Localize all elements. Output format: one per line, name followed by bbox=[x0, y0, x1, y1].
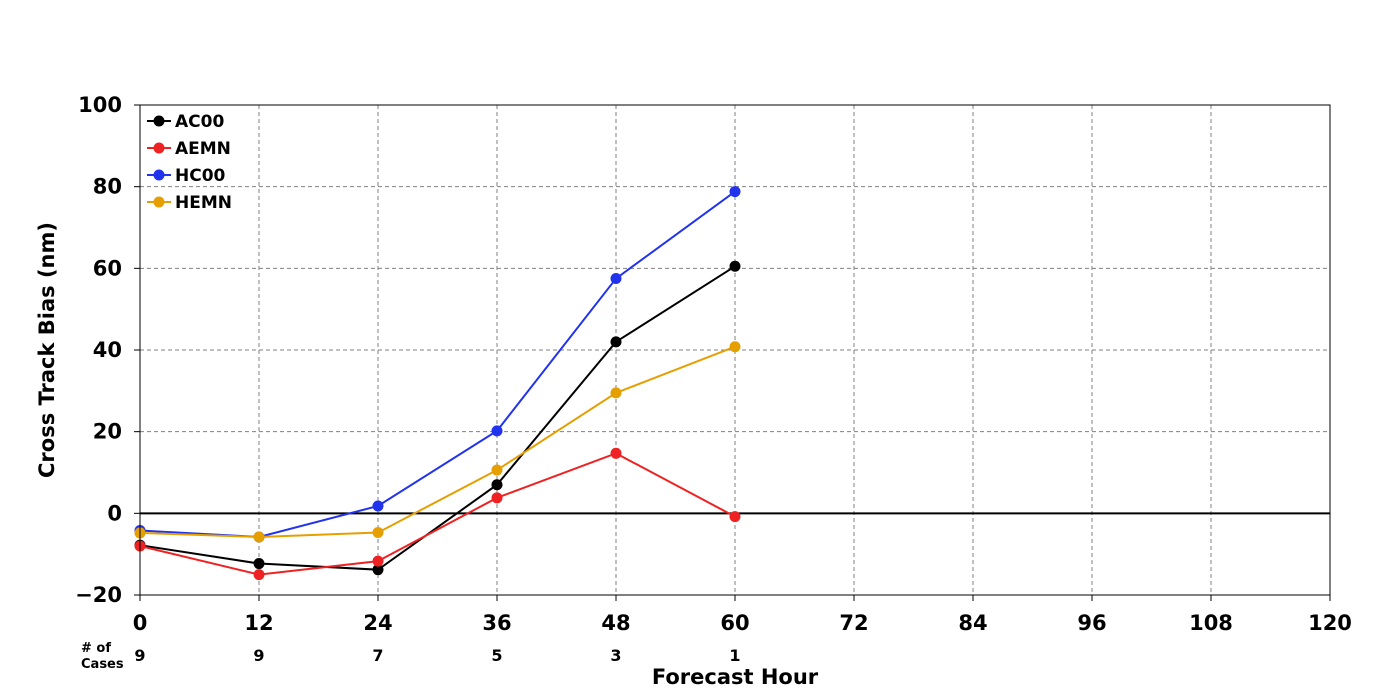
legend-label: AC00 bbox=[175, 112, 224, 132]
point-aemn-12 bbox=[253, 569, 265, 581]
cases-row: # of Cases 9 9 7 5 3 1 bbox=[81, 641, 741, 672]
y-ticks: −20 0 20 40 60 80 100 bbox=[75, 93, 140, 607]
point-hemn-12 bbox=[253, 531, 265, 543]
series-line-aemn bbox=[139, 452, 736, 576]
series-line-hemn bbox=[139, 345, 736, 539]
x-tick-label-48: 48 bbox=[601, 611, 630, 635]
cases-value-0: 9 bbox=[134, 646, 145, 665]
y-tick-label-40: 40 bbox=[93, 338, 122, 362]
y-tick-label--20: −20 bbox=[75, 583, 122, 607]
point-ac00-36 bbox=[491, 479, 503, 491]
point-aemn-24 bbox=[372, 555, 384, 567]
x-tick-label-24: 24 bbox=[363, 611, 392, 635]
x-tick-label-72: 72 bbox=[839, 611, 868, 635]
point-aemn-60 bbox=[729, 511, 741, 523]
series-line-ac00 bbox=[139, 265, 736, 571]
cases-label-line2: Cases bbox=[81, 657, 124, 672]
point-aemn-36 bbox=[491, 492, 503, 504]
y-tick-label-0: 0 bbox=[107, 501, 122, 525]
y-axis-label: Cross Track Bias (nm) bbox=[35, 222, 59, 478]
point-hemn-60 bbox=[729, 341, 741, 353]
legend-marker bbox=[153, 142, 165, 154]
x-ticks: 0 12 24 36 48 60 72 84 96 108 120 bbox=[133, 595, 1352, 635]
cases-value-36: 5 bbox=[491, 646, 502, 665]
point-hc00-60 bbox=[729, 186, 741, 198]
x-tick-label-36: 36 bbox=[482, 611, 511, 635]
point-hc00-48 bbox=[610, 273, 622, 285]
x-tick-label-108: 108 bbox=[1189, 611, 1233, 635]
cases-value-60: 1 bbox=[729, 646, 740, 665]
legend-marker bbox=[153, 115, 165, 127]
point-hc00-36 bbox=[491, 425, 503, 437]
y-tick-label-60: 60 bbox=[93, 256, 122, 280]
series-hemn bbox=[134, 341, 741, 543]
legend-marker bbox=[153, 196, 165, 208]
point-hemn-48 bbox=[610, 387, 622, 399]
legend-entry-ac00: AC00 bbox=[147, 112, 224, 132]
series-ac00 bbox=[134, 260, 741, 576]
series-line-hc00 bbox=[139, 190, 736, 539]
x-tick-label-60: 60 bbox=[720, 611, 749, 635]
legend-label: HEMN bbox=[175, 193, 232, 213]
point-hc00-24 bbox=[372, 500, 384, 512]
cases-label-line1: # of bbox=[81, 641, 111, 656]
series-layer bbox=[134, 186, 741, 581]
legend-entry-aemn: AEMN bbox=[147, 139, 231, 159]
x-tick-label-0: 0 bbox=[133, 611, 148, 635]
x-tick-label-96: 96 bbox=[1077, 611, 1106, 635]
x-tick-label-120: 120 bbox=[1308, 611, 1352, 635]
point-hemn-24 bbox=[372, 527, 384, 539]
y-tick-label-100: 100 bbox=[78, 93, 122, 117]
point-ac00-48 bbox=[610, 336, 622, 348]
cases-value-12: 9 bbox=[253, 646, 264, 665]
legend-label: AEMN bbox=[175, 139, 231, 159]
point-aemn-48 bbox=[610, 447, 622, 459]
series-hc00 bbox=[134, 186, 741, 543]
legend-marker bbox=[153, 169, 165, 181]
legend-label: HC00 bbox=[175, 166, 226, 186]
point-ac00-24 bbox=[372, 564, 384, 576]
y-tick-label-20: 20 bbox=[93, 420, 122, 444]
legend-entry-hc00: HC00 bbox=[147, 166, 226, 186]
series-aemn bbox=[134, 447, 741, 581]
x-tick-label-12: 12 bbox=[244, 611, 273, 635]
legend-entry-hemn: HEMN bbox=[147, 193, 232, 213]
cases-value-24: 7 bbox=[372, 646, 383, 665]
legend: AC00 AEMN HC00 HEMN bbox=[147, 112, 232, 213]
y-tick-label-80: 80 bbox=[93, 175, 122, 199]
x-axis-label: Forecast Hour bbox=[652, 665, 819, 689]
point-hemn-36 bbox=[491, 464, 503, 476]
point-ac00-12 bbox=[253, 558, 265, 570]
x-tick-label-84: 84 bbox=[958, 611, 987, 635]
point-ac00-60 bbox=[729, 260, 741, 272]
cases-value-48: 3 bbox=[610, 646, 621, 665]
